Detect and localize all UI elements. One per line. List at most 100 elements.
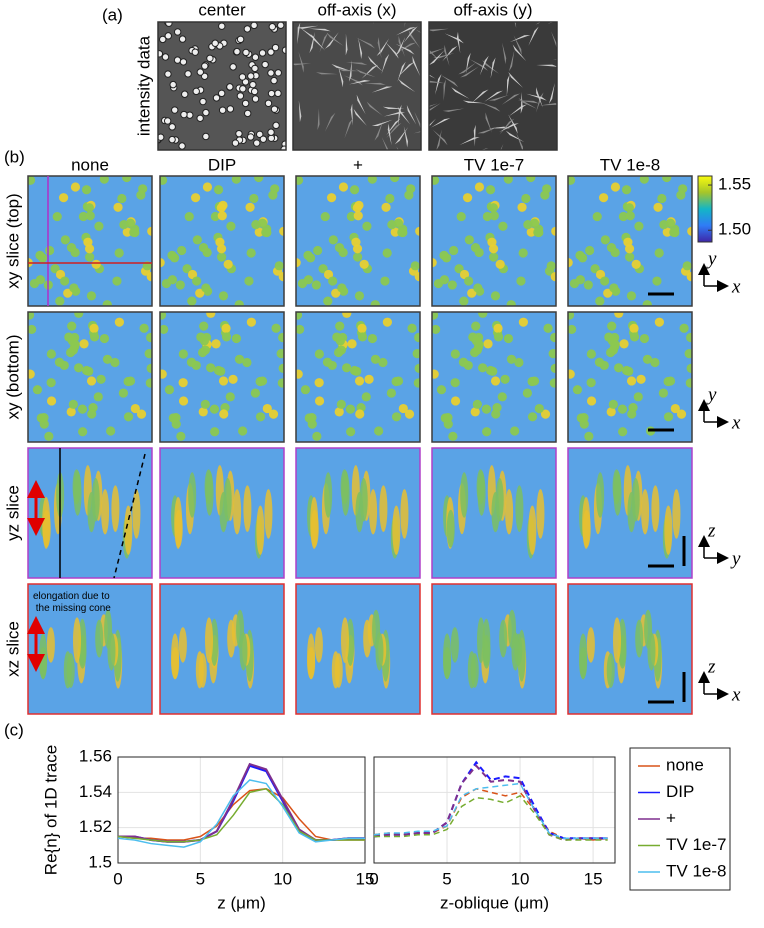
bead	[471, 321, 481, 331]
bead	[489, 211, 499, 221]
bead	[527, 412, 538, 422]
bead	[84, 203, 94, 213]
streak	[440, 74, 459, 88]
bead	[495, 259, 505, 269]
bead	[119, 219, 129, 230]
bead	[278, 363, 284, 373]
bead	[28, 176, 36, 185]
bead	[187, 269, 198, 280]
bead	[242, 357, 252, 368]
bead	[68, 345, 78, 355]
bead	[235, 129, 243, 138]
elongated-bead	[178, 627, 187, 663]
bead	[472, 399, 482, 409]
bead	[221, 323, 231, 333]
bead	[510, 426, 520, 436]
bead	[414, 332, 420, 343]
bead	[210, 211, 221, 222]
bead	[44, 431, 54, 441]
column-title: center	[198, 0, 246, 19]
bead	[609, 283, 619, 293]
bead	[158, 50, 164, 58]
x-tick-label: 0	[369, 869, 378, 888]
streak	[361, 64, 379, 79]
bead	[270, 76, 278, 85]
slice-image	[296, 176, 420, 306]
bead	[96, 374, 106, 384]
bead	[627, 409, 637, 419]
plot-area	[373, 756, 616, 864]
bead	[202, 182, 213, 192]
column-title: off-axis (x)	[317, 0, 396, 19]
x-axis-label: z (μm)	[217, 893, 266, 912]
bead	[250, 388, 260, 398]
bead	[518, 248, 528, 258]
bead	[523, 219, 533, 230]
bead	[629, 323, 639, 333]
bead	[414, 272, 420, 282]
streak	[315, 72, 338, 75]
elongated-bead	[579, 646, 588, 680]
bead	[254, 227, 264, 237]
bead	[32, 385, 43, 395]
elongated-bead	[651, 485, 660, 532]
bead	[113, 202, 123, 212]
bead	[238, 426, 248, 436]
elongated-bead	[664, 505, 673, 555]
bead	[662, 227, 672, 237]
elongated-bead	[341, 617, 350, 664]
bead	[277, 22, 285, 29]
bead	[307, 413, 317, 423]
bead	[390, 176, 400, 183]
bead	[66, 243, 77, 253]
bead	[251, 64, 259, 73]
bead	[55, 296, 65, 306]
bead	[247, 72, 255, 80]
bead	[198, 407, 208, 417]
streak	[442, 108, 465, 112]
legend-label: TV 1e-8	[666, 861, 726, 880]
bead	[195, 288, 205, 298]
bead	[598, 193, 609, 203]
bead	[216, 366, 226, 376]
y-tick-label: 1.54	[79, 782, 112, 801]
bead	[186, 357, 197, 367]
streak	[518, 98, 538, 110]
y-axis-label: Re{n} of 1D trace	[41, 745, 60, 875]
bead	[145, 378, 152, 388]
bead	[485, 185, 496, 195]
image-frame	[567, 447, 693, 579]
bead	[274, 89, 282, 98]
bead	[482, 427, 492, 437]
bead	[192, 235, 202, 245]
bead	[163, 117, 172, 125]
bead	[670, 403, 680, 414]
streak	[310, 34, 326, 51]
bead	[625, 211, 635, 221]
bead	[473, 283, 483, 293]
bead	[35, 275, 46, 285]
bead	[178, 396, 189, 406]
bead	[606, 243, 617, 253]
bead	[271, 323, 281, 333]
bead	[160, 369, 167, 379]
streak	[356, 94, 366, 115]
bead	[577, 253, 588, 263]
x-tick-label: 5	[196, 869, 205, 888]
streak	[345, 33, 348, 56]
bead	[359, 259, 369, 269]
elongated-bead	[635, 619, 644, 658]
bead	[550, 272, 556, 282]
bead	[210, 427, 220, 437]
bead	[367, 176, 377, 184]
elongated-bead	[363, 619, 372, 658]
streak	[485, 112, 493, 133]
bead	[211, 339, 221, 349]
elongated-bead	[672, 489, 681, 539]
bead	[216, 203, 226, 213]
column-title: +	[353, 155, 363, 174]
streak	[473, 124, 476, 147]
bead	[216, 244, 227, 254]
legend-label: +	[666, 808, 676, 827]
elongated-bead	[511, 632, 520, 671]
